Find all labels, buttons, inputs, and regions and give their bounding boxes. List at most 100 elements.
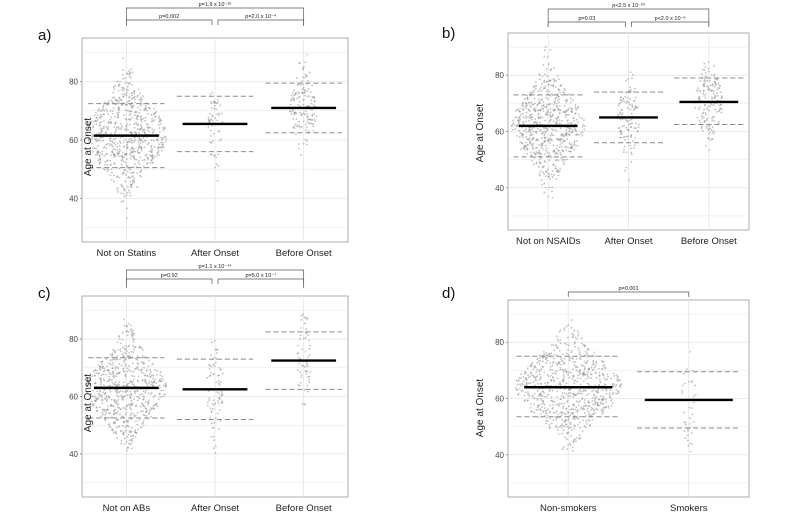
data-point bbox=[527, 391, 529, 393]
data-point bbox=[566, 138, 569, 141]
data-point bbox=[106, 163, 109, 166]
data-point bbox=[535, 376, 538, 378]
data-point bbox=[216, 113, 218, 116]
data-point bbox=[132, 105, 135, 107]
data-point bbox=[121, 124, 124, 127]
data-point bbox=[518, 376, 521, 379]
data-point bbox=[547, 63, 550, 66]
data-point bbox=[116, 152, 119, 154]
data-point bbox=[536, 389, 539, 392]
data-point bbox=[558, 403, 561, 406]
data-point bbox=[220, 393, 223, 395]
data-point bbox=[543, 371, 546, 374]
data-point bbox=[129, 435, 132, 438]
data-point bbox=[598, 374, 601, 377]
data-point bbox=[545, 395, 548, 398]
data-point bbox=[152, 407, 155, 410]
data-point bbox=[91, 375, 93, 378]
data-point bbox=[560, 414, 563, 417]
data-point bbox=[560, 411, 562, 413]
data-point bbox=[546, 56, 549, 58]
data-point bbox=[547, 83, 550, 86]
data-point bbox=[151, 364, 154, 366]
data-point bbox=[543, 133, 546, 136]
data-point bbox=[135, 420, 137, 423]
data-point bbox=[529, 375, 532, 378]
data-point bbox=[292, 117, 295, 120]
data-point bbox=[131, 139, 133, 142]
data-point bbox=[303, 91, 306, 94]
data-point bbox=[630, 112, 633, 115]
data-point bbox=[143, 131, 146, 134]
data-point bbox=[622, 97, 625, 100]
data-point bbox=[612, 386, 615, 388]
data-point bbox=[143, 414, 146, 417]
data-point bbox=[582, 365, 585, 367]
data-point bbox=[109, 388, 112, 391]
data-point bbox=[217, 379, 220, 382]
data-point bbox=[704, 113, 707, 116]
p-value-label: p=0.001 bbox=[618, 286, 638, 292]
data-point bbox=[121, 156, 124, 159]
data-point bbox=[546, 359, 549, 362]
data-point bbox=[560, 424, 562, 427]
data-point bbox=[158, 143, 161, 146]
data-point bbox=[100, 415, 103, 418]
data-point bbox=[689, 351, 692, 353]
data-point bbox=[150, 407, 153, 409]
data-point bbox=[524, 102, 527, 105]
data-point bbox=[148, 373, 151, 376]
data-point bbox=[587, 400, 590, 402]
data-point bbox=[101, 129, 103, 132]
data-point bbox=[104, 163, 107, 166]
data-point bbox=[122, 192, 125, 195]
data-point bbox=[145, 411, 147, 414]
data-point bbox=[210, 101, 213, 104]
data-point bbox=[130, 330, 133, 333]
data-point bbox=[124, 426, 127, 429]
data-point bbox=[138, 397, 141, 400]
data-point bbox=[543, 182, 546, 185]
data-point bbox=[118, 406, 121, 409]
data-point bbox=[291, 97, 294, 100]
data-point bbox=[573, 143, 576, 146]
significance-bracket bbox=[567, 291, 690, 297]
data-point bbox=[306, 118, 309, 121]
data-point bbox=[102, 139, 105, 142]
data-point bbox=[106, 128, 109, 131]
data-point bbox=[296, 369, 299, 371]
data-point bbox=[129, 397, 132, 400]
data-point bbox=[564, 342, 567, 345]
data-point bbox=[119, 350, 122, 353]
data-point bbox=[521, 102, 524, 104]
data-point bbox=[142, 95, 145, 98]
data-point bbox=[94, 374, 96, 377]
data-point bbox=[530, 403, 532, 405]
data-point bbox=[613, 383, 615, 386]
data-point bbox=[515, 116, 518, 119]
data-point bbox=[547, 375, 550, 378]
data-point bbox=[103, 367, 106, 370]
y-tick-label: 40 bbox=[69, 450, 78, 459]
data-point bbox=[538, 393, 541, 396]
data-point bbox=[690, 432, 693, 435]
category-label: After Onset bbox=[191, 248, 239, 259]
data-point bbox=[617, 379, 619, 382]
data-point bbox=[307, 130, 310, 132]
data-point bbox=[206, 376, 209, 379]
data-point bbox=[578, 349, 581, 352]
data-point bbox=[547, 393, 550, 396]
data-point bbox=[136, 390, 138, 392]
data-point bbox=[164, 382, 167, 385]
data-point bbox=[626, 128, 629, 131]
data-point bbox=[611, 393, 614, 395]
data-point bbox=[140, 149, 143, 152]
data-point bbox=[136, 124, 139, 127]
data-point bbox=[538, 73, 540, 76]
significance-bracket bbox=[217, 19, 305, 25]
data-point bbox=[102, 146, 105, 149]
data-point bbox=[558, 146, 561, 148]
data-point bbox=[561, 368, 564, 371]
data-point bbox=[515, 109, 517, 112]
data-point bbox=[148, 150, 151, 153]
